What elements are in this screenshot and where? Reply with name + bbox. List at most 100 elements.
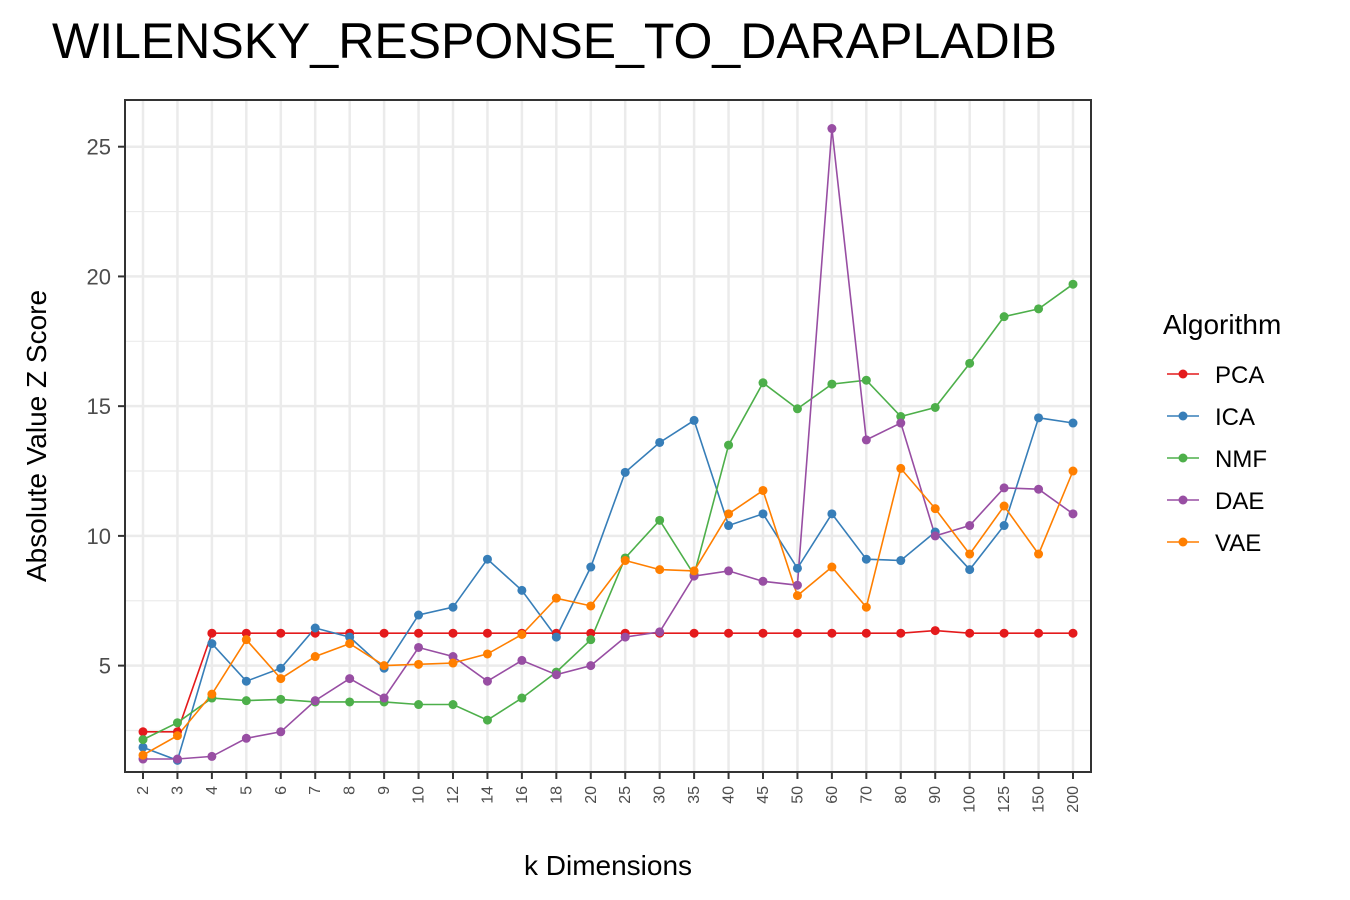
data-point-ica xyxy=(345,632,355,642)
data-point-vae xyxy=(448,658,458,668)
data-point-ica xyxy=(138,742,148,752)
data-point-pca xyxy=(482,628,492,638)
data-point-nmf xyxy=(586,635,596,645)
series-lines xyxy=(142,128,1074,762)
data-point-pca xyxy=(276,628,286,638)
data-point-vae xyxy=(1034,549,1044,559)
data-point-nmf xyxy=(138,735,148,745)
x-tick-label: 35 xyxy=(686,786,703,804)
data-point-ica xyxy=(1034,413,1044,423)
series-line-vae xyxy=(142,466,1074,756)
data-point-ica xyxy=(207,639,217,649)
x-tick-label: 60 xyxy=(824,786,841,804)
data-point-vae xyxy=(414,659,424,669)
data-point-dae xyxy=(758,576,768,586)
data-point-ica xyxy=(482,554,492,564)
data-point-dae xyxy=(965,521,975,531)
data-point-nmf xyxy=(792,404,802,414)
data-point-vae xyxy=(1068,466,1078,476)
data-point-vae xyxy=(207,689,217,699)
data-point-ica xyxy=(827,509,837,519)
data-point-dae xyxy=(1034,484,1044,494)
data-point-pca xyxy=(138,727,148,737)
data-point-dae xyxy=(930,531,940,541)
data-point-pca xyxy=(1034,628,1044,638)
y-tick-label: 10 xyxy=(87,524,111,549)
grid-lines xyxy=(125,100,1091,772)
data-point-pca xyxy=(586,628,596,638)
legend-key-point xyxy=(1178,453,1188,463)
data-point-vae xyxy=(138,750,148,760)
data-point-dae xyxy=(379,693,389,703)
x-tick-label: 200 xyxy=(1065,786,1082,813)
data-point-pca xyxy=(792,628,802,638)
data-point-dae xyxy=(241,733,251,743)
y-tick-label: 15 xyxy=(87,394,111,419)
data-point-nmf xyxy=(758,378,768,388)
x-tick-label: 2 xyxy=(135,786,152,795)
data-point-vae xyxy=(379,661,389,671)
x-tick-label: 10 xyxy=(411,786,428,804)
legend-key-point xyxy=(1178,495,1188,505)
data-point-pca xyxy=(896,628,906,638)
data-point-dae xyxy=(792,580,802,590)
data-point-nmf xyxy=(655,515,665,525)
data-point-nmf xyxy=(1034,304,1044,314)
data-point-dae xyxy=(517,655,527,665)
data-point-ica xyxy=(861,554,871,564)
x-tick-label: 50 xyxy=(789,786,806,804)
legend-label: VAE xyxy=(1215,530,1261,557)
x-axis-label: k Dimensions xyxy=(524,850,692,881)
legend-key-point xyxy=(1178,369,1188,379)
data-point-dae xyxy=(207,751,217,761)
legend-label: ICA xyxy=(1215,404,1255,431)
data-point-nmf xyxy=(482,715,492,725)
data-point-dae xyxy=(172,754,182,764)
series-line-ica xyxy=(142,416,1074,762)
x-tick-label: 7 xyxy=(307,786,324,795)
data-point-dae xyxy=(448,652,458,662)
data-point-vae xyxy=(655,565,665,575)
data-point-nmf xyxy=(448,700,458,710)
x-tick-label: 150 xyxy=(1031,786,1048,813)
x-tick-label: 8 xyxy=(342,786,359,795)
y-tick-label: 25 xyxy=(87,135,111,160)
data-point-vae xyxy=(345,639,355,649)
data-point-vae xyxy=(276,674,286,684)
data-point-ica xyxy=(965,565,975,575)
data-point-vae xyxy=(827,562,837,572)
legend-key-point xyxy=(1178,411,1188,421)
x-tick-label: 3 xyxy=(169,786,186,795)
legend-label: PCA xyxy=(1215,362,1264,389)
chart-title: WILENSKY_RESPONSE_TO_DARAPLADIB xyxy=(52,13,1057,69)
series-line-pca xyxy=(143,629,1073,733)
x-tick-label: 70 xyxy=(858,786,875,804)
data-point-dae xyxy=(999,483,1009,493)
data-point-dae xyxy=(827,124,837,134)
x-tick-label: 4 xyxy=(204,786,221,795)
data-point-dae xyxy=(620,632,630,642)
legend-label: DAE xyxy=(1215,488,1264,515)
data-point-ica xyxy=(792,563,802,573)
x-tick-label: 100 xyxy=(962,786,979,813)
data-point-vae xyxy=(965,549,975,559)
data-point-ica xyxy=(620,467,630,477)
data-point-nmf xyxy=(172,718,182,728)
data-point-nmf xyxy=(930,402,940,412)
x-tick-label: 90 xyxy=(927,786,944,804)
data-point-vae xyxy=(896,463,906,473)
data-point-pca xyxy=(689,628,699,638)
data-point-vae xyxy=(620,556,630,566)
data-point-nmf xyxy=(724,440,734,450)
series-line-dae xyxy=(143,128,1074,760)
x-tick-label: 30 xyxy=(652,786,669,804)
legend-label: NMF xyxy=(1215,446,1267,473)
y-tick-label: 20 xyxy=(87,264,111,289)
x-tick-label: 5 xyxy=(238,786,255,795)
x-tick-label: 6 xyxy=(273,786,290,795)
x-tick-label: 14 xyxy=(479,786,496,804)
data-point-pca xyxy=(965,628,975,638)
data-point-ica xyxy=(655,437,665,447)
